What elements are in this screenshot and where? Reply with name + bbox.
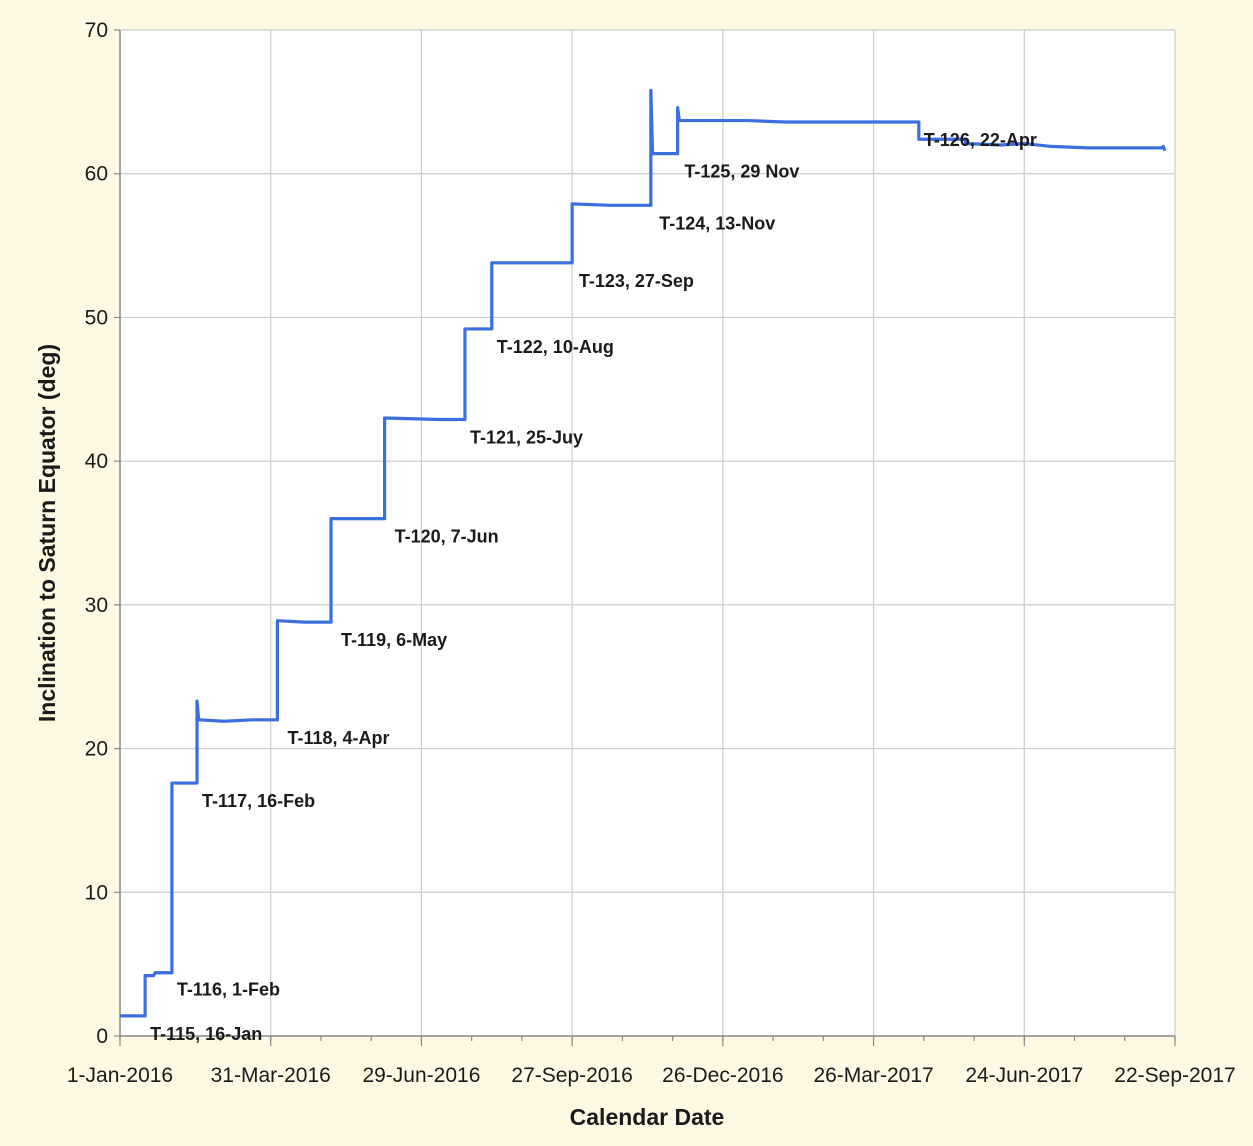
y-tick-label: 20 — [85, 738, 108, 761]
x-tick-label: 22-Sep-2017 — [1114, 1064, 1235, 1087]
flyby-annotation: T-116, 1-Feb — [177, 979, 280, 999]
y-tick-label: 10 — [85, 881, 108, 904]
y-tick-label: 70 — [85, 19, 108, 42]
flyby-annotation: T-118, 4-Apr — [287, 728, 389, 748]
flyby-annotation: T-125, 29 Nov — [684, 162, 799, 182]
x-tick-label: 1-Jan-2016 — [67, 1064, 173, 1087]
x-axis-title: Calendar Date — [570, 1104, 725, 1130]
x-tick-label: 29-Jun-2016 — [362, 1064, 480, 1087]
y-tick-labels: 0 10 20 30 40 50 60 70 — [85, 19, 108, 1048]
axes — [114, 29, 1176, 1046]
plot-area — [120, 30, 1175, 1036]
flyby-annotation: T-122, 10-Aug — [497, 337, 614, 357]
x-tick-label: 31-Mar-2016 — [211, 1064, 331, 1087]
gridlines — [120, 29, 1176, 1036]
series — [120, 88, 1167, 1018]
y-tick-label: 0 — [96, 1025, 108, 1048]
flyby-annotation: T-126, 22-Apr — [924, 130, 1037, 150]
y-tick-label: 30 — [85, 594, 108, 617]
annotations: T-115, 16-Jan T-116, 1-Feb T-117, 16-Feb T-… — [150, 130, 1037, 1044]
x-tick-label: 26-Dec-2016 — [662, 1064, 783, 1087]
x-tick-label: 27-Sep-2016 — [511, 1064, 632, 1087]
x-tick-labels: 1-Jan-2016 31-Mar-2016 29-Jun-2016 27-Sep-2… — [67, 1064, 1236, 1087]
flyby-annotation: T-119, 6-May — [341, 630, 447, 650]
x-tick-label: 26-Mar-2017 — [813, 1064, 933, 1087]
y-tick-label: 40 — [85, 450, 108, 473]
flyby-annotation: T-120, 7-Jun — [395, 527, 499, 547]
y-tick-label: 50 — [85, 306, 108, 329]
flyby-annotation: T-115, 16-Jan — [150, 1024, 262, 1044]
flyby-annotation: T-117, 16-Feb — [202, 791, 315, 811]
flyby-annotation: T-121, 25-Juy — [470, 427, 583, 447]
y-tick-label: 60 — [85, 163, 108, 186]
y-axis-title: Inclination to Saturn Equator (deg) — [34, 344, 60, 722]
flyby-annotation: T-123, 27-Sep — [579, 271, 694, 291]
flyby-annotation: T-124, 13-Nov — [659, 213, 775, 233]
x-tick-label: 24-Jun-2017 — [965, 1064, 1083, 1087]
series-line — [120, 88, 1167, 1018]
